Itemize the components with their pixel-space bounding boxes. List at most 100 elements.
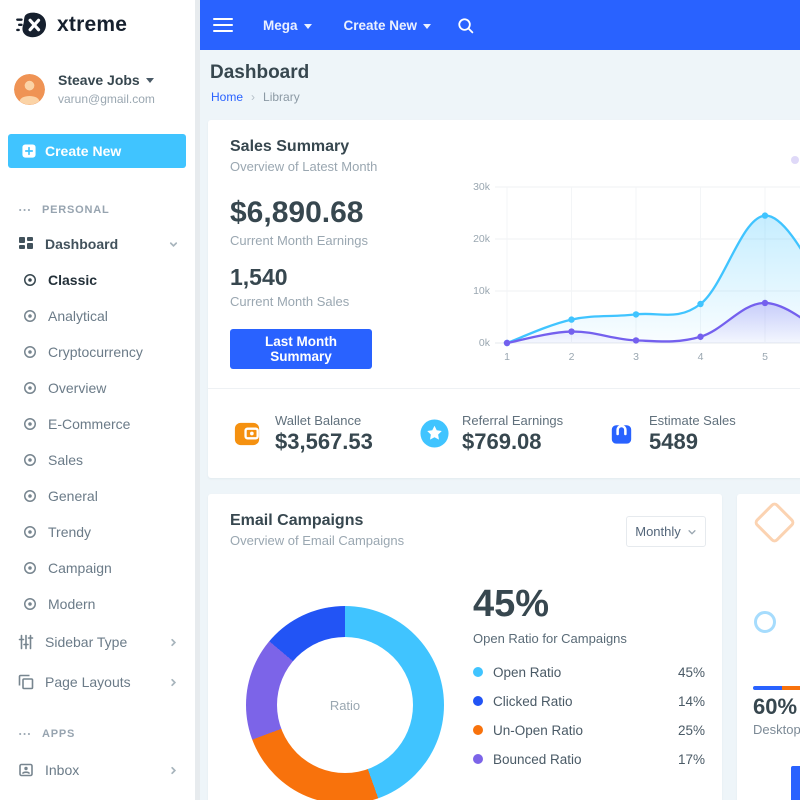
- email-campaigns-subtitle: Overview of Email Campaigns: [230, 533, 405, 548]
- legend-label: Open Ratio: [493, 664, 562, 680]
- dots-icon: [18, 731, 32, 737]
- stat-label: Estimate Sales: [649, 412, 736, 428]
- current-month-earnings-label: Current Month Earnings: [230, 233, 369, 248]
- legend-label: Un-Open Ratio: [493, 722, 584, 738]
- breadcrumb-current: Library: [263, 90, 300, 104]
- sidebar-item-campaign[interactable]: Campaign: [0, 550, 195, 586]
- sidebar-item-label: Inbox: [45, 762, 80, 778]
- sales-summary-card: Sales Summary Overview of Latest Month $…: [208, 120, 800, 478]
- inbox-icon: [18, 762, 34, 778]
- stats-row: Wallet Balance $3,567.53 Referral Earnings…: [208, 388, 800, 478]
- last-month-summary-button[interactable]: Last Month Summary: [230, 329, 372, 369]
- sidebar-scrollbar[interactable]: [195, 0, 200, 800]
- svg-text:20k: 20k: [473, 233, 491, 245]
- legend-label: Clicked Ratio: [493, 693, 573, 709]
- open-ratio-highlight: 45%: [473, 583, 550, 625]
- wallet-icon: [232, 418, 263, 449]
- chevron-right-icon: [168, 765, 179, 776]
- legend-dot-icon: [473, 667, 483, 678]
- svg-text:10k: 10k: [473, 285, 491, 297]
- stat-estimate-sales: Estimate Sales 5489: [606, 413, 793, 455]
- period-select[interactable]: Monthly: [626, 516, 706, 547]
- nav-item-mega[interactable]: Mega: [263, 18, 312, 33]
- chevron-down-icon: [687, 527, 697, 537]
- svg-text:4: 4: [698, 351, 704, 363]
- sliders-icon: [18, 634, 34, 650]
- circle-dot-icon: [23, 381, 37, 395]
- user-name-dropdown[interactable]: Steave Jobs: [58, 72, 155, 90]
- avatar[interactable]: [14, 73, 45, 105]
- hamburger-icon[interactable]: [213, 18, 233, 32]
- sidebar-item-sales[interactable]: Sales: [0, 442, 195, 478]
- sidebar-item-label: General: [48, 488, 98, 504]
- open-ratio-highlight-label: Open Ratio for Campaigns: [473, 630, 627, 646]
- sidebar-item-page-layouts[interactable]: Page Layouts: [0, 662, 195, 702]
- shopping-bag-icon: [606, 418, 637, 449]
- chevron-down-icon: [145, 78, 154, 84]
- sidebar-create-new-button[interactable]: Create New: [8, 134, 186, 168]
- logo[interactable]: xtreme: [0, 0, 195, 50]
- top-navbar: Mega Create New: [195, 0, 800, 50]
- dots-icon: [18, 207, 32, 213]
- sidebar-item-sidebar-type[interactable]: Sidebar Type: [0, 622, 195, 662]
- circle-dot-icon: [23, 525, 37, 539]
- sidebar-item-trendy[interactable]: Trendy: [0, 514, 195, 550]
- circle-dot-icon: [23, 453, 37, 467]
- caret-down-icon: [423, 23, 432, 29]
- donut-center-label: Ratio: [277, 637, 413, 773]
- sidebar-item-modern[interactable]: Modern: [0, 586, 195, 622]
- sidebar-item-inbox[interactable]: Inbox: [0, 750, 195, 790]
- legend-row-bounced-ratio: Bounced Ratio 17%: [473, 745, 705, 774]
- circle-dot-icon: [23, 489, 37, 503]
- donut-legend: Open Ratio 45% Clicked Ratio 14% Un-Open Rat…: [473, 658, 705, 774]
- sidebar-item-label: Campaign: [48, 560, 112, 576]
- current-month-sales-value: 1,540: [230, 264, 288, 290]
- breadcrumb-separator: ›: [251, 90, 256, 104]
- logo-icon: [16, 12, 46, 38]
- sidebar-item-label: Page Layouts: [45, 674, 131, 690]
- sidebar-item-label: Classic: [48, 272, 98, 288]
- circle-dot-icon: [23, 561, 37, 575]
- legend-label: Bounced Ratio: [493, 751, 582, 767]
- sidebar-item-classic[interactable]: Classic: [0, 262, 195, 298]
- sidebar-item-label: Sidebar Type: [45, 634, 128, 650]
- email-campaigns-title: Email Campaigns: [230, 512, 364, 529]
- sidebar-item-overview[interactable]: Overview: [0, 370, 195, 406]
- sidebar-menu: PERSONAL Dashboard Classic Analytical Crypto…: [0, 178, 195, 790]
- sidebar-item-e-commerce[interactable]: E-Commerce: [0, 406, 195, 442]
- grid-icon: [18, 236, 34, 252]
- sidebar-item-dashboard[interactable]: Dashboard: [0, 226, 195, 262]
- visits-card: 60% Desktop: [737, 494, 800, 800]
- breadcrumb-home-link[interactable]: Home: [211, 90, 244, 104]
- legend-row-clicked-ratio: Clicked Ratio 14%: [473, 687, 705, 716]
- search-icon[interactable]: [457, 17, 474, 34]
- create-new-label: Create New: [45, 143, 122, 159]
- copy-icon: [18, 674, 34, 690]
- circle-dot-icon: [23, 345, 37, 359]
- chevron-down-icon: [168, 239, 179, 250]
- nav-items: Mega Create New: [247, 18, 447, 33]
- stat-value: 5489: [649, 428, 698, 454]
- sidebar-item-label: Dashboard: [45, 236, 119, 252]
- desktop-progress-bar: [753, 686, 800, 690]
- svg-text:0k: 0k: [479, 337, 491, 349]
- sidebar-item-analytical[interactable]: Analytical: [0, 298, 195, 334]
- section-label: PERSONAL: [42, 204, 110, 216]
- stat-value: $3,567.53: [275, 428, 373, 454]
- sidebar-item-general[interactable]: General: [0, 478, 195, 514]
- visits-bar: [791, 766, 800, 800]
- sidebar-item-label: Trendy: [48, 524, 92, 540]
- nav-item-label: Mega: [263, 17, 298, 33]
- svg-text:30k: 30k: [473, 181, 491, 193]
- svg-text:1: 1: [504, 351, 510, 363]
- current-month-sales-label: Current Month Sales: [230, 294, 350, 309]
- caret-down-icon: [303, 23, 312, 29]
- sidebar-item-cryptocurrency[interactable]: Cryptocurrency: [0, 334, 195, 370]
- nav-item-create-new[interactable]: Create New: [344, 18, 432, 33]
- legend-value: 14%: [677, 693, 705, 709]
- svg-text:3: 3: [633, 351, 639, 363]
- star-icon: [419, 418, 450, 449]
- square-decoration-icon: [752, 500, 797, 545]
- legend-row-open-ratio: Open Ratio 45%: [473, 658, 705, 687]
- sidebar-section-personal: PERSONAL: [0, 178, 195, 226]
